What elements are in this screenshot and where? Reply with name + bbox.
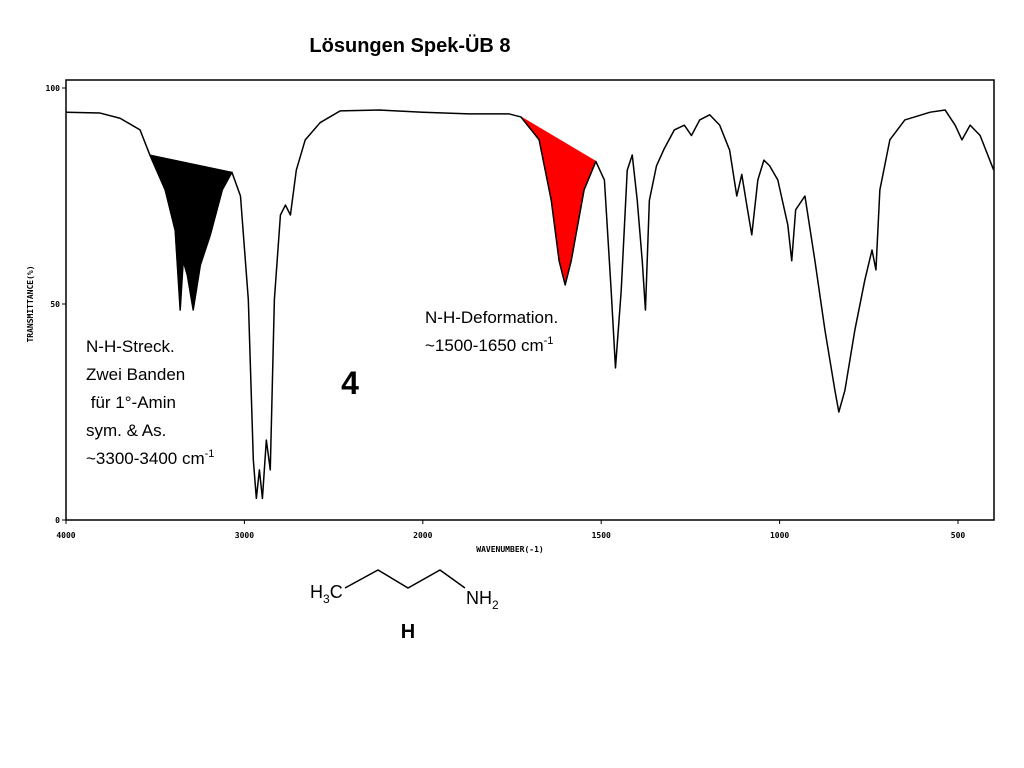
plot-frame	[65, 79, 995, 521]
annotation-line: N-H-Streck.	[86, 337, 175, 356]
annotation-line: ~3300-3400 cm-1	[86, 448, 214, 468]
slide-title: Lösungen Spek-ÜB 8	[309, 34, 510, 57]
band-highlight	[148, 154, 233, 311]
annotation-line: ~1500-1650 cm-1	[425, 335, 553, 355]
x-tick-label: 500	[951, 531, 966, 540]
annotation-line: sym. & As.	[86, 421, 166, 440]
x-tick-label: 4000	[56, 531, 75, 540]
annotation-sup: -1	[205, 448, 215, 460]
skeletal-bond	[344, 569, 466, 589]
molecule-label: H	[401, 621, 415, 643]
annotation-line: Zwei Banden	[86, 365, 185, 384]
molecule-left: H3C	[310, 582, 343, 606]
x-axis-label: WAVENUMBER(-1)	[476, 545, 543, 554]
annotation-text: ~3300-3400 cm	[86, 449, 205, 468]
x-tick-label: 3000	[235, 531, 254, 540]
y-tick-label: 0	[55, 516, 60, 525]
spectrum-line	[65, 109, 995, 500]
annotation-line: N-H-Deformation.	[425, 308, 558, 327]
annotation-line: für 1°-Amin	[86, 393, 176, 412]
molecule-right: NH2	[466, 588, 499, 612]
annotation-text: ~1500-1650 cm	[425, 336, 544, 355]
y-axis-label: TRANSMITTANCE(%)	[26, 265, 35, 342]
x-tick-label: 1500	[592, 531, 611, 540]
y-tick-label: 50	[50, 300, 60, 309]
y-tick-label: 100	[46, 84, 61, 93]
annotation-sup: -1	[544, 335, 554, 347]
x-tick-label: 2000	[413, 531, 432, 540]
compound-number: 4	[341, 365, 359, 401]
x-tick-label: 1000	[770, 531, 789, 540]
